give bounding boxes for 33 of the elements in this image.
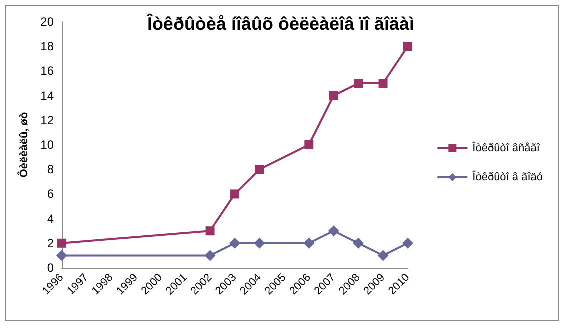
y-tick-label: 0	[47, 261, 54, 275]
y-tick-label: 10	[40, 138, 54, 152]
point	[329, 91, 338, 100]
legend-label: Îòêðûòî âñåãî	[472, 142, 541, 154]
point	[404, 42, 412, 52]
y-tick-label: 18	[40, 40, 54, 54]
point	[254, 238, 266, 249]
point	[353, 238, 364, 249]
point	[255, 165, 264, 174]
point	[354, 79, 364, 88]
point	[378, 79, 388, 88]
point	[402, 238, 414, 249]
point	[328, 226, 340, 237]
point	[56, 250, 68, 262]
point	[230, 190, 240, 199]
y-tick-label: 2	[47, 236, 54, 250]
point	[304, 238, 315, 249]
y-tick-label: 12	[40, 113, 54, 128]
y-tick-label: 4	[47, 212, 54, 226]
y-tick-label: 14	[40, 88, 54, 103]
point	[304, 140, 314, 150]
y-tick-label: 6	[47, 187, 54, 202]
y-tick-label: 8	[47, 162, 54, 177]
point	[58, 238, 66, 248]
y-tick-label: 16	[40, 64, 54, 78]
y-axis-title: Ôèëèàëû, øò	[17, 112, 30, 178]
y-tick-label: 20	[40, 15, 54, 29]
chart-title: Îòêðûòèå íîâûõ ôèëèàëîâ ïî ãîäàì	[146, 13, 415, 34]
legend-label: Îòêðûòî â ãîäó	[472, 170, 544, 184]
point	[204, 250, 216, 262]
point	[230, 238, 240, 249]
point	[206, 226, 215, 236]
point	[378, 250, 389, 262]
